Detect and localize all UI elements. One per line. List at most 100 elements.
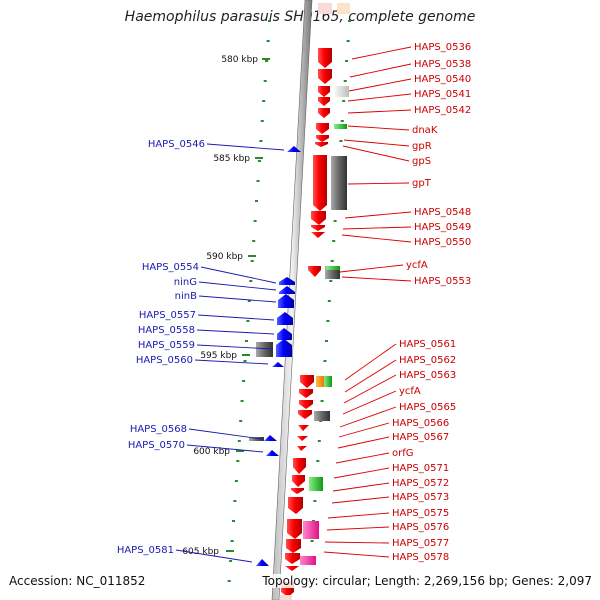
gene-label-right[interactable]: HAPS_0577 — [392, 538, 449, 549]
gene-ning[interactable] — [279, 286, 295, 294]
gene-label-right[interactable]: HAPS_0571 — [392, 463, 449, 474]
minor-tick — [266, 40, 270, 42]
gene-haps-0550[interactable] — [311, 232, 325, 238]
gene-haps-0559[interactable] — [276, 339, 292, 357]
gene-haps-0581[interactable] — [256, 559, 269, 566]
minor-tick — [246, 320, 250, 322]
label-callout — [349, 63, 412, 78]
gene-haps-0557[interactable] — [277, 312, 293, 325]
gene-haps-0577[interactable] — [285, 553, 300, 564]
minor-tick — [320, 400, 324, 402]
gene-haps-0572[interactable] — [291, 488, 304, 494]
gene-label-right[interactable]: HAPS_0542 — [414, 105, 471, 116]
tick-label: 585 kbp — [213, 154, 250, 164]
gene-haps-0540[interactable] — [318, 86, 330, 97]
gene-label-left[interactable]: ninB — [175, 291, 197, 302]
gene-haps-0562[interactable] — [299, 389, 313, 398]
gene-haps-0554[interactable] — [279, 277, 295, 285]
gene-label-right[interactable]: HAPS_0553 — [414, 276, 471, 287]
minor-tick — [330, 260, 334, 262]
gene-label-left[interactable]: HAPS_0557 — [139, 310, 196, 321]
gene-label-right[interactable]: HAPS_0578 — [392, 552, 449, 563]
gene-ninb[interactable] — [278, 294, 294, 308]
gene-haps-0558[interactable] — [277, 328, 292, 340]
gene-label-right[interactable]: HAPS_0536 — [414, 42, 471, 53]
gene-label-right[interactable]: HAPS_0565 — [399, 402, 456, 413]
gene-haps-0541[interactable] — [318, 97, 330, 106]
gene-label-right[interactable]: HAPS_0548 — [414, 207, 471, 218]
tick-585kbp: 585 kbp — [213, 154, 263, 164]
gene-label-right[interactable]: HAPS_0549 — [414, 222, 471, 233]
gene-haps-0565[interactable] — [298, 425, 309, 431]
gene-label-right[interactable]: HAPS_0541 — [414, 89, 471, 100]
gene-haps-0560[interactable] — [272, 362, 284, 367]
minor-tick — [249, 280, 253, 282]
gene-label-right[interactable]: HAPS_0576 — [392, 522, 449, 533]
gene-label-right[interactable]: ycfA — [406, 260, 428, 271]
gene-haps-0542[interactable] — [318, 108, 330, 118]
feature-block-green — [334, 124, 347, 129]
gene-label-right[interactable]: HAPS_0572 — [392, 478, 449, 489]
gene-haps-0578[interactable] — [285, 566, 299, 571]
gene-label-right[interactable]: HAPS_0538 — [414, 59, 471, 70]
gene-haps-0567[interactable] — [297, 446, 307, 451]
gene-haps-0546[interactable] — [287, 146, 301, 152]
gene-haps-0536[interactable] — [318, 48, 332, 68]
gene-haps-0571[interactable] — [292, 475, 305, 487]
gene-gpr[interactable] — [316, 135, 329, 142]
gene-haps-0548[interactable] — [311, 211, 326, 225]
gene-gpt[interactable] — [313, 155, 327, 211]
gene-label-right[interactable]: HAPS_0562 — [399, 355, 456, 366]
gene-label-right[interactable]: HAPS_0566 — [392, 418, 449, 429]
gene-ycfa-2[interactable] — [298, 410, 312, 419]
gene-haps-0575[interactable] — [287, 519, 302, 539]
minor-tick — [327, 300, 331, 302]
gene-dnak[interactable] — [316, 123, 329, 134]
tick-590kbp: 590 kbp — [206, 252, 256, 262]
gene-haps-0538[interactable] — [318, 69, 332, 84]
label-callout — [335, 452, 390, 464]
gene-ycfa-1[interactable] — [308, 266, 321, 277]
gene-label-left[interactable]: HAPS_0568 — [130, 424, 187, 435]
label-callout — [342, 145, 410, 162]
gene-orfg[interactable] — [293, 458, 306, 474]
gene-haps-0566[interactable] — [297, 436, 308, 441]
gene-label-right[interactable]: ycfA — [399, 386, 421, 397]
gene-haps-0561[interactable] — [300, 375, 314, 388]
minor-tick — [339, 140, 343, 142]
gene-haps-0576[interactable] — [286, 539, 301, 553]
gene-label-left[interactable]: HAPS_0559 — [138, 340, 195, 351]
gene-label-right[interactable]: gpS — [412, 156, 431, 167]
gene-label-left[interactable]: ninG — [174, 277, 197, 288]
gene-label-right[interactable]: HAPS_0550 — [414, 237, 471, 248]
gene-label-right[interactable]: HAPS_0573 — [392, 492, 449, 503]
minor-tick — [345, 60, 349, 62]
gene-haps-0573[interactable] — [288, 497, 303, 514]
gene-label-right[interactable]: HAPS_0540 — [414, 74, 471, 85]
gene-gps[interactable] — [315, 142, 328, 147]
gene-label-left[interactable]: HAPS_0546 — [148, 139, 205, 150]
gene-label-right[interactable]: HAPS_0563 — [399, 370, 456, 381]
gene-label-right[interactable]: dnaK — [412, 125, 438, 136]
minor-tick — [316, 460, 320, 462]
minor-tick — [260, 120, 264, 122]
gene-label-left[interactable]: HAPS_0560 — [136, 355, 193, 366]
gene-label-right[interactable]: HAPS_0567 — [392, 432, 449, 443]
label-callout — [200, 266, 277, 284]
gene-haps-0563[interactable] — [299, 400, 313, 409]
minor-tick — [265, 60, 269, 62]
gene-label-left[interactable]: HAPS_0558 — [138, 325, 195, 336]
gene-haps-0549[interactable] — [311, 225, 325, 231]
gene-label-right[interactable]: gpT — [412, 178, 432, 189]
gene-haps-0568[interactable] — [264, 435, 277, 441]
right-gene-labels: HAPS_0536 HAPS_0538 HAPS_0540 HAPS_0541 HAPS… — [323, 42, 471, 563]
gene-label-left[interactable]: HAPS_0570 — [128, 440, 185, 451]
gene-label-left[interactable]: HAPS_0581 — [117, 545, 174, 556]
gene-label-right[interactable]: HAPS_0561 — [399, 339, 456, 350]
gene-label-right[interactable]: orfG — [392, 448, 414, 459]
gene-label-right[interactable]: HAPS_0575 — [392, 508, 449, 519]
gene-label-right[interactable]: gpR — [412, 141, 432, 152]
gene-label-left[interactable]: HAPS_0554 — [142, 262, 199, 273]
gene-haps-0570[interactable] — [266, 450, 279, 456]
minor-tick — [332, 240, 336, 242]
